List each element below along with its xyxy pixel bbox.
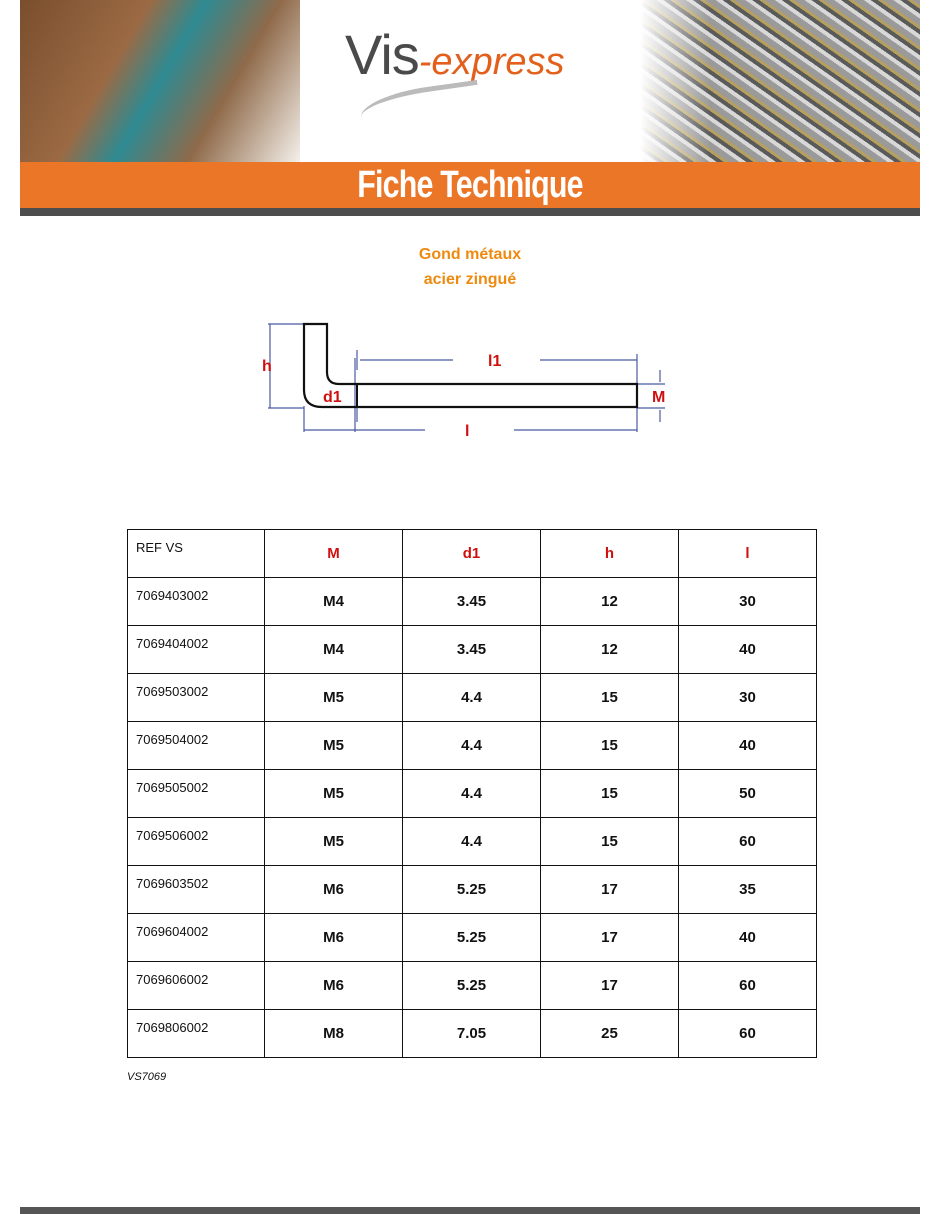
logo-accent: -express [418, 41, 565, 83]
document-code: VS7069 [127, 1071, 167, 1083]
table-cell: 30 [678, 673, 817, 722]
table-cell: 17 [540, 865, 679, 914]
table-cell: 12 [540, 625, 679, 674]
table-cell: 7069504002 [127, 721, 265, 770]
label-h: h [262, 358, 272, 375]
table-cell: 7069604002 [127, 913, 265, 962]
table-cell: M8 [264, 1009, 403, 1058]
table-cell: 4.4 [402, 769, 541, 818]
logo: Vis-express [345, 22, 565, 87]
table-row: 7069404002 M4 3.45 12 40 [127, 625, 817, 674]
table-cell: 5.25 [402, 913, 541, 962]
header-banner: Vis-express Fiche Technique [20, 0, 920, 216]
table-cell: 12 [540, 577, 679, 626]
table-row: 7069604002 M6 5.25 17 40 [127, 913, 817, 962]
label-M: M [652, 389, 665, 406]
logo-swoosh [358, 79, 482, 132]
table-cell: M6 [264, 865, 403, 914]
table-cell: 7069505002 [127, 769, 265, 818]
logo-main: Vis [345, 23, 420, 86]
banner-divider [20, 208, 920, 216]
table-cell: 17 [540, 913, 679, 962]
column-header: M [264, 529, 403, 578]
table-cell: M5 [264, 817, 403, 866]
table-cell: 4.4 [402, 721, 541, 770]
column-header: l [678, 529, 817, 578]
column-header: d1 [402, 529, 541, 578]
table-cell: M4 [264, 577, 403, 626]
table-cell: 7069606002 [127, 961, 265, 1010]
table-cell: 60 [678, 1009, 817, 1058]
table-row: 7069606002 M6 5.25 17 60 [127, 961, 817, 1010]
table-cell: 5.25 [402, 961, 541, 1010]
label-d1: d1 [323, 389, 342, 406]
table-cell: 7.05 [402, 1009, 541, 1058]
table-cell: 3.45 [402, 577, 541, 626]
banner-title: Fiche Technique [357, 164, 583, 206]
table-cell: 15 [540, 817, 679, 866]
table-cell: 3.45 [402, 625, 541, 674]
table-cell: 5.25 [402, 865, 541, 914]
table-cell: 35 [678, 865, 817, 914]
table-cell: M5 [264, 721, 403, 770]
label-l1: l1 [488, 353, 501, 370]
table-cell: 4.4 [402, 673, 541, 722]
table-cell: 40 [678, 625, 817, 674]
banner-title-bar: Fiche Technique [20, 162, 920, 208]
table-row: 7069506002 M5 4.4 15 60 [127, 817, 817, 866]
table-row: 7069505002 M5 4.4 15 50 [127, 769, 817, 818]
product-subtitle: acier zingué [423, 271, 517, 288]
footer-bar [20, 1207, 920, 1214]
workshop-photo [20, 0, 300, 162]
table-cell: M4 [264, 625, 403, 674]
hinge-shape [302, 322, 639, 409]
table-cell: 50 [678, 769, 817, 818]
table-cell: 40 [678, 913, 817, 962]
product-title: Gond métaux [418, 246, 522, 263]
table-cell: 15 [540, 673, 679, 722]
table-cell: M5 [264, 673, 403, 722]
table-row: 7069603502 M6 5.25 17 35 [127, 865, 817, 914]
table-cell: 60 [678, 817, 817, 866]
label-l: l [465, 423, 469, 440]
table-cell: 7069603502 [127, 865, 265, 914]
table-cell: M6 [264, 913, 403, 962]
column-header: h [540, 529, 679, 578]
table-cell: 7069503002 [127, 673, 265, 722]
table-cell: 40 [678, 721, 817, 770]
table-cell: 25 [540, 1009, 679, 1058]
table-row: 7069403002 M4 3.45 12 30 [127, 577, 817, 626]
column-header: REF VS [127, 529, 265, 578]
table-cell: 15 [540, 721, 679, 770]
table-row: 7069504002 M5 4.4 15 40 [127, 721, 817, 770]
table-cell: M6 [264, 961, 403, 1010]
table-cell: 7069404002 [127, 625, 265, 674]
table-cell: 7069403002 [127, 577, 265, 626]
table-cell: 7069506002 [127, 817, 265, 866]
table-cell: 17 [540, 961, 679, 1010]
screws-photo [640, 0, 920, 162]
table-row: 7069806002 M8 7.05 25 60 [127, 1009, 817, 1058]
table-cell: M5 [264, 769, 403, 818]
table-cell: 4.4 [402, 817, 541, 866]
table-cell: 7069806002 [127, 1009, 265, 1058]
table-cell: 15 [540, 769, 679, 818]
table-cell: 60 [678, 961, 817, 1010]
hinge-diagram: h l1 d1 M l [262, 322, 665, 440]
table-row: 7069503002 M5 4.4 15 30 [127, 673, 817, 722]
table-cell: 30 [678, 577, 817, 626]
